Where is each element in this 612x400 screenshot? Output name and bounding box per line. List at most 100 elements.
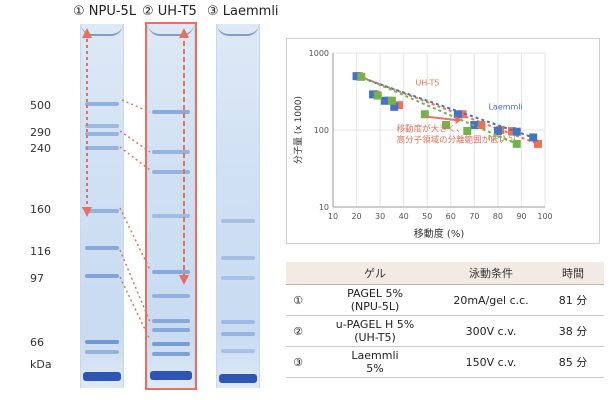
table-header-row: ゲル 泳動条件 時間 xyxy=(286,262,604,285)
lane-title-npu5l: ① NPU-5L xyxy=(73,4,137,19)
row-time: 38 分 xyxy=(542,315,604,347)
row-number: ① xyxy=(286,284,310,316)
row-time: 85 分 xyxy=(542,346,604,378)
annotation-text: 移動度が大きく、 xyxy=(397,124,465,135)
protein-band xyxy=(85,102,119,106)
lane-title-uht5: ② UH-T5 xyxy=(142,4,197,19)
data-point xyxy=(352,72,361,81)
trend-line-1 xyxy=(356,75,534,139)
y-tick-label: 10 xyxy=(319,203,329,212)
trend-line-0 xyxy=(358,75,539,145)
data-point xyxy=(442,121,451,130)
gel-lane-laemmli xyxy=(216,24,260,388)
protein-band xyxy=(152,328,190,332)
x-tick-label: 80 xyxy=(493,212,503,221)
band-connector xyxy=(119,276,151,341)
protein-band xyxy=(85,209,119,213)
mobility-chart: 10 20 30 40 50 60 70 80 90 100 1000 100 10 移動度 (%) 分子量… xyxy=(293,49,553,240)
protein-band xyxy=(221,276,255,280)
protein-band xyxy=(221,219,255,223)
x-tick-label: 90 xyxy=(516,212,526,221)
trend-line-2 xyxy=(360,75,518,145)
marker-label-500: 500 xyxy=(30,99,51,112)
x-tick-label: 100 xyxy=(537,212,552,221)
data-point xyxy=(394,101,403,110)
band-connector xyxy=(119,146,151,171)
gel-code: 5% xyxy=(366,362,384,375)
band-connector xyxy=(119,207,151,271)
data-point xyxy=(373,91,382,100)
row-gel: u-PAGEL H 5% (UH-T5) xyxy=(310,315,440,347)
row-condition: 20mA/gel c.c. xyxy=(440,284,542,316)
gel-code: (NPU-5L) xyxy=(350,300,400,313)
band-connector xyxy=(121,99,151,113)
row-number: ③ xyxy=(286,346,310,378)
series-label: NPU-5L xyxy=(488,134,518,143)
marker-unit-label: kDa xyxy=(30,358,52,371)
protein-band xyxy=(152,150,190,154)
gel-name: u-PAGEL H 5% xyxy=(335,318,415,331)
data-point xyxy=(420,110,429,119)
y-tick-label: 1000 xyxy=(309,49,329,58)
protein-band xyxy=(85,340,119,344)
annotation-arrow xyxy=(424,115,456,121)
protein-band xyxy=(152,270,190,274)
x-tick-label: 60 xyxy=(446,212,456,221)
table-row: ② u-PAGEL H 5% (UH-T5) 300V c.v. 38 分 xyxy=(286,315,604,347)
band-connector xyxy=(119,130,151,153)
data-point xyxy=(512,127,521,136)
conditions-table: ゲル 泳動条件 時間 ① PAGEL 5% (NPU-5L) 20mA/gel c… xyxy=(286,262,604,378)
gel-code: (UH-T5) xyxy=(354,331,396,344)
data-point xyxy=(533,139,542,148)
y-axis-label: 分子量 (x 1000) xyxy=(293,96,304,164)
x-tick-label: 30 xyxy=(375,212,385,221)
x-tick-label: 10 xyxy=(328,212,338,221)
protein-band xyxy=(221,332,255,336)
marker-label-116: 116 xyxy=(30,245,51,258)
series-label: Laemmli xyxy=(488,102,522,111)
lane-well xyxy=(217,24,259,36)
annotation-text: 高分子領域の分離範囲が広い xyxy=(397,135,508,146)
marker-label-160: 160 xyxy=(30,203,51,216)
protein-band xyxy=(152,342,190,346)
protein-band xyxy=(152,110,190,114)
protein-band xyxy=(85,146,119,150)
protein-band xyxy=(85,124,119,128)
table-row: ③ Laemmli 5% 150V c.v. 85 分 xyxy=(286,346,604,378)
row-condition: 150V c.v. xyxy=(440,346,542,378)
row-condition: 300V c.v. xyxy=(440,315,542,347)
lane-well xyxy=(148,24,194,36)
protein-band xyxy=(221,349,255,353)
protein-band xyxy=(152,214,190,218)
data-point xyxy=(357,72,366,81)
x-tick-label: 70 xyxy=(469,212,479,221)
protein-band xyxy=(152,294,190,298)
protein-band xyxy=(85,132,119,136)
x-axis-label: 移動度 (%) xyxy=(414,227,465,240)
band-connector xyxy=(119,249,151,323)
table-row: ① PAGEL 5% (NPU-5L) 20mA/gel c.c. 81 分 xyxy=(286,284,604,316)
series-label: UH-T5 xyxy=(415,78,439,87)
data-point xyxy=(512,139,521,148)
protein-band xyxy=(85,350,119,354)
protein-band xyxy=(85,274,119,278)
data-point xyxy=(529,133,538,142)
annotation-arrowhead xyxy=(455,115,462,124)
dye-front-band xyxy=(219,374,257,383)
gel-overlay xyxy=(82,28,189,341)
marker-label-66: 66 xyxy=(30,336,44,349)
marker-label-240: 240 xyxy=(30,142,51,155)
data-point xyxy=(493,127,502,136)
dye-front-band xyxy=(83,372,121,381)
x-tick-label: 40 xyxy=(399,212,409,221)
row-time: 81 分 xyxy=(542,284,604,316)
row-gel: PAGEL 5% (NPU-5L) xyxy=(310,284,440,316)
marker-label-97: 97 xyxy=(30,272,44,285)
table-header-gel: ゲル xyxy=(310,262,440,285)
lane-title-laemmli: ③ Laemmli xyxy=(207,4,279,19)
x-tick-label: 20 xyxy=(351,212,361,221)
table-header-condition: 泳動条件 xyxy=(440,262,542,285)
data-point xyxy=(390,102,399,111)
row-gel: Laemmli 5% xyxy=(310,346,440,378)
table-header-time: 時間 xyxy=(542,262,604,285)
